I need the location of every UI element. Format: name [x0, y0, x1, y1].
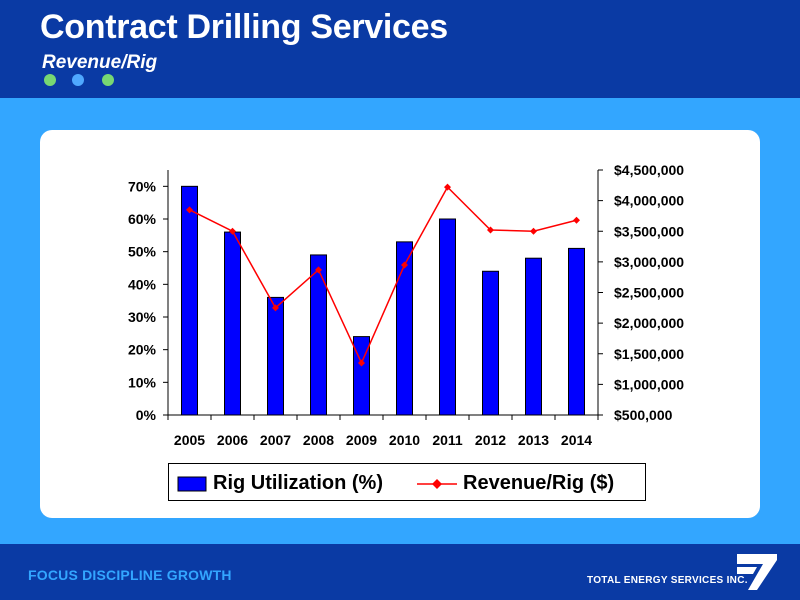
bar-2011 — [439, 218, 456, 416]
bar-2007 — [267, 296, 284, 416]
company-logo-icon — [737, 554, 777, 590]
chart-legend: Rig Utilization (%) Revenue/Rig ($) — [168, 463, 646, 501]
page-subtitle: Revenue/Rig — [42, 52, 158, 73]
revenue-line — [189, 185, 577, 365]
footer-tagline: FOCUS DISCIPLINE GROWTH — [28, 567, 232, 583]
bar-2008 — [310, 254, 327, 416]
right-tick-label: $4,000,000 — [614, 193, 684, 209]
x-tick-label-2012: 2012 — [475, 432, 506, 448]
decorative-dot-2 — [72, 74, 84, 86]
x-tick-label-2011: 2011 — [432, 432, 463, 448]
revenue-point-2006 — [229, 227, 236, 235]
bar-2012 — [482, 270, 499, 416]
x-tick-label-2008: 2008 — [303, 432, 334, 448]
revenue-point-2012 — [487, 226, 494, 234]
right-tick-label: $4,500,000 — [614, 162, 684, 178]
legend-label-utilization: Rig Utilization (%) — [213, 472, 383, 494]
left-tick-label: 10% — [128, 374, 157, 390]
chart-plot-area: 0% 10% 20% 30% 40% 50% 60% 70% $500,000 $1,000,00… — [128, 162, 684, 448]
right-tick-label: $500,000 — [614, 407, 673, 423]
x-tick-label-2009: 2009 — [346, 432, 377, 448]
right-tick-label: $2,500,000 — [614, 285, 684, 301]
company-name: TOTAL ENERGY SERVICES INC. — [587, 575, 748, 586]
left-tick-label: 40% — [128, 276, 157, 292]
left-tick-label: 50% — [128, 244, 157, 260]
left-tick-label: 60% — [128, 211, 157, 227]
revenue-point-2010 — [401, 261, 408, 269]
revenue-point-2013 — [530, 227, 537, 235]
legend-bar-swatch — [177, 476, 207, 492]
right-tick-label: $1,500,000 — [614, 346, 684, 362]
left-tick-label: 70% — [128, 178, 157, 194]
revenue-point-2008 — [315, 266, 322, 274]
revenue-point-2009 — [358, 359, 365, 367]
right-tick-label: $1,000,000 — [614, 376, 684, 392]
right-tick-label: $2,000,000 — [614, 315, 684, 331]
x-tick-label-2005: 2005 — [174, 432, 205, 448]
header-band: Contract Drilling Services Revenue/Rig — [0, 0, 800, 98]
revenue-point-2011 — [444, 183, 451, 191]
footer-band: FOCUS DISCIPLINE GROWTH TOTAL ENERGY SER… — [0, 544, 800, 600]
left-tick-label: 30% — [128, 309, 157, 325]
revenue-point-2007 — [272, 304, 279, 312]
legend-label-revenue: Revenue/Rig ($) — [463, 472, 615, 494]
decorative-dot-3 — [102, 74, 114, 86]
decorative-dot-1 — [44, 74, 56, 86]
page-title: Contract Drilling Services — [40, 8, 448, 46]
x-tick-label-2006: 2006 — [217, 432, 248, 448]
revenue-point-2005 — [186, 206, 193, 214]
right-tick-label: $3,000,000 — [614, 254, 684, 270]
legend-line-swatch — [417, 479, 457, 489]
bar-2006 — [224, 231, 241, 416]
x-tick-label-2007: 2007 — [260, 432, 291, 448]
bar-2013 — [525, 257, 542, 416]
bar-2014 — [568, 247, 585, 416]
left-tick-label: 20% — [128, 342, 157, 358]
left-tick-label: 0% — [136, 407, 157, 423]
x-tick-label-2010: 2010 — [389, 432, 420, 448]
right-tick-label: $3,500,000 — [614, 223, 684, 239]
x-tick-label-2013: 2013 — [518, 432, 549, 448]
x-tick-label-2014: 2014 — [561, 432, 592, 448]
bar-2005 — [181, 185, 198, 416]
revenue-point-2014 — [573, 216, 580, 224]
